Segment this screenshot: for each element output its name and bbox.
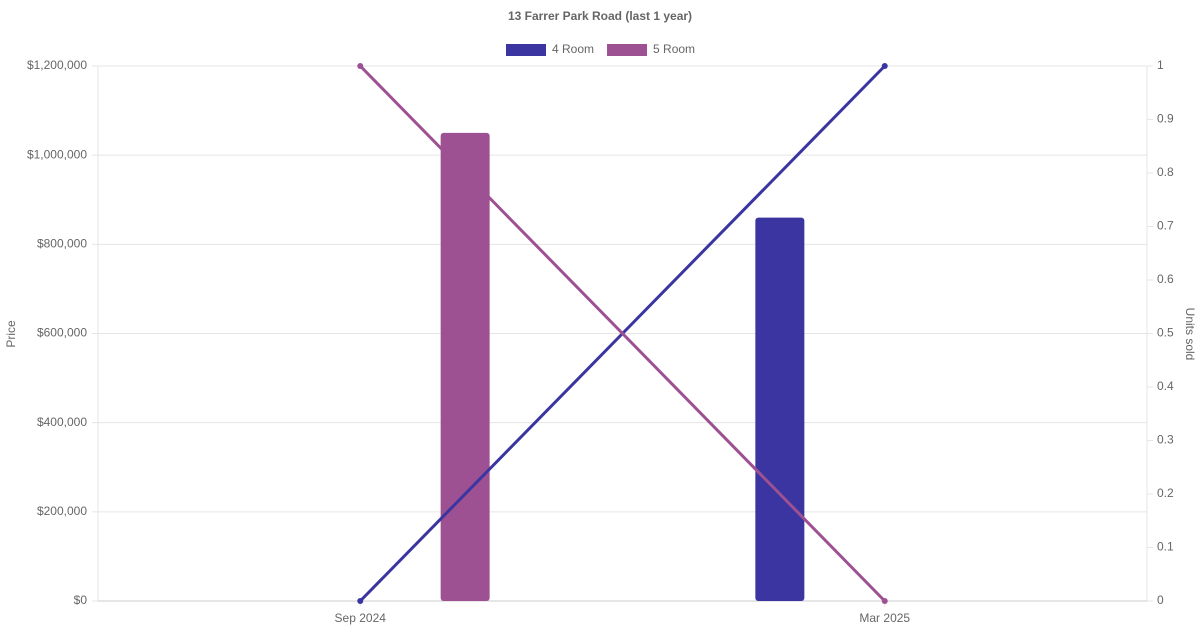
y2-tick-label: 0.3	[1157, 433, 1174, 447]
y-tick-label: $1,000,000	[27, 147, 87, 161]
y-axis-label: Price	[4, 320, 18, 348]
y2-tick-label: 0.7	[1157, 219, 1174, 233]
y2-tick-label: 0.5	[1157, 326, 1174, 340]
x-tick-label: Mar 2025	[859, 611, 910, 625]
y-tick-label: $200,000	[37, 504, 87, 518]
bar	[755, 217, 805, 602]
point	[881, 63, 888, 69]
y-tick-label: $600,000	[37, 326, 87, 340]
y-tick-label: $0	[74, 593, 88, 607]
legend-label[interactable]: 4 Room	[552, 42, 594, 56]
y-tick-label: $1,200,000	[27, 58, 87, 72]
point	[881, 598, 888, 604]
y2-tick-label: 0.2	[1157, 486, 1174, 500]
y2-tick-label: 0.1	[1157, 540, 1174, 554]
chart-title: 13 Farrer Park Road (last 1 year)	[508, 9, 692, 23]
point	[357, 63, 364, 69]
y2-tick-label: 1	[1157, 58, 1164, 72]
y2-tick-label: 0.6	[1157, 272, 1174, 286]
legend-label[interactable]: 5 Room	[653, 42, 695, 56]
y2-axis-label: Units sold	[1183, 308, 1197, 361]
y2-tick-label: 0.4	[1157, 379, 1174, 393]
line	[359, 64, 886, 603]
y-tick-label: $800,000	[37, 237, 87, 251]
y2-tick-label: 0.8	[1157, 165, 1174, 179]
bar	[440, 132, 490, 601]
y2-tick-label: 0.9	[1157, 112, 1174, 126]
x-tick-label: Sep 2024	[335, 611, 387, 625]
legend-swatch[interactable]	[607, 44, 648, 56]
point	[357, 598, 364, 604]
y-tick-label: $400,000	[37, 415, 87, 429]
y2-tick-label: 0	[1157, 593, 1164, 607]
legend-swatch[interactable]	[506, 44, 546, 56]
